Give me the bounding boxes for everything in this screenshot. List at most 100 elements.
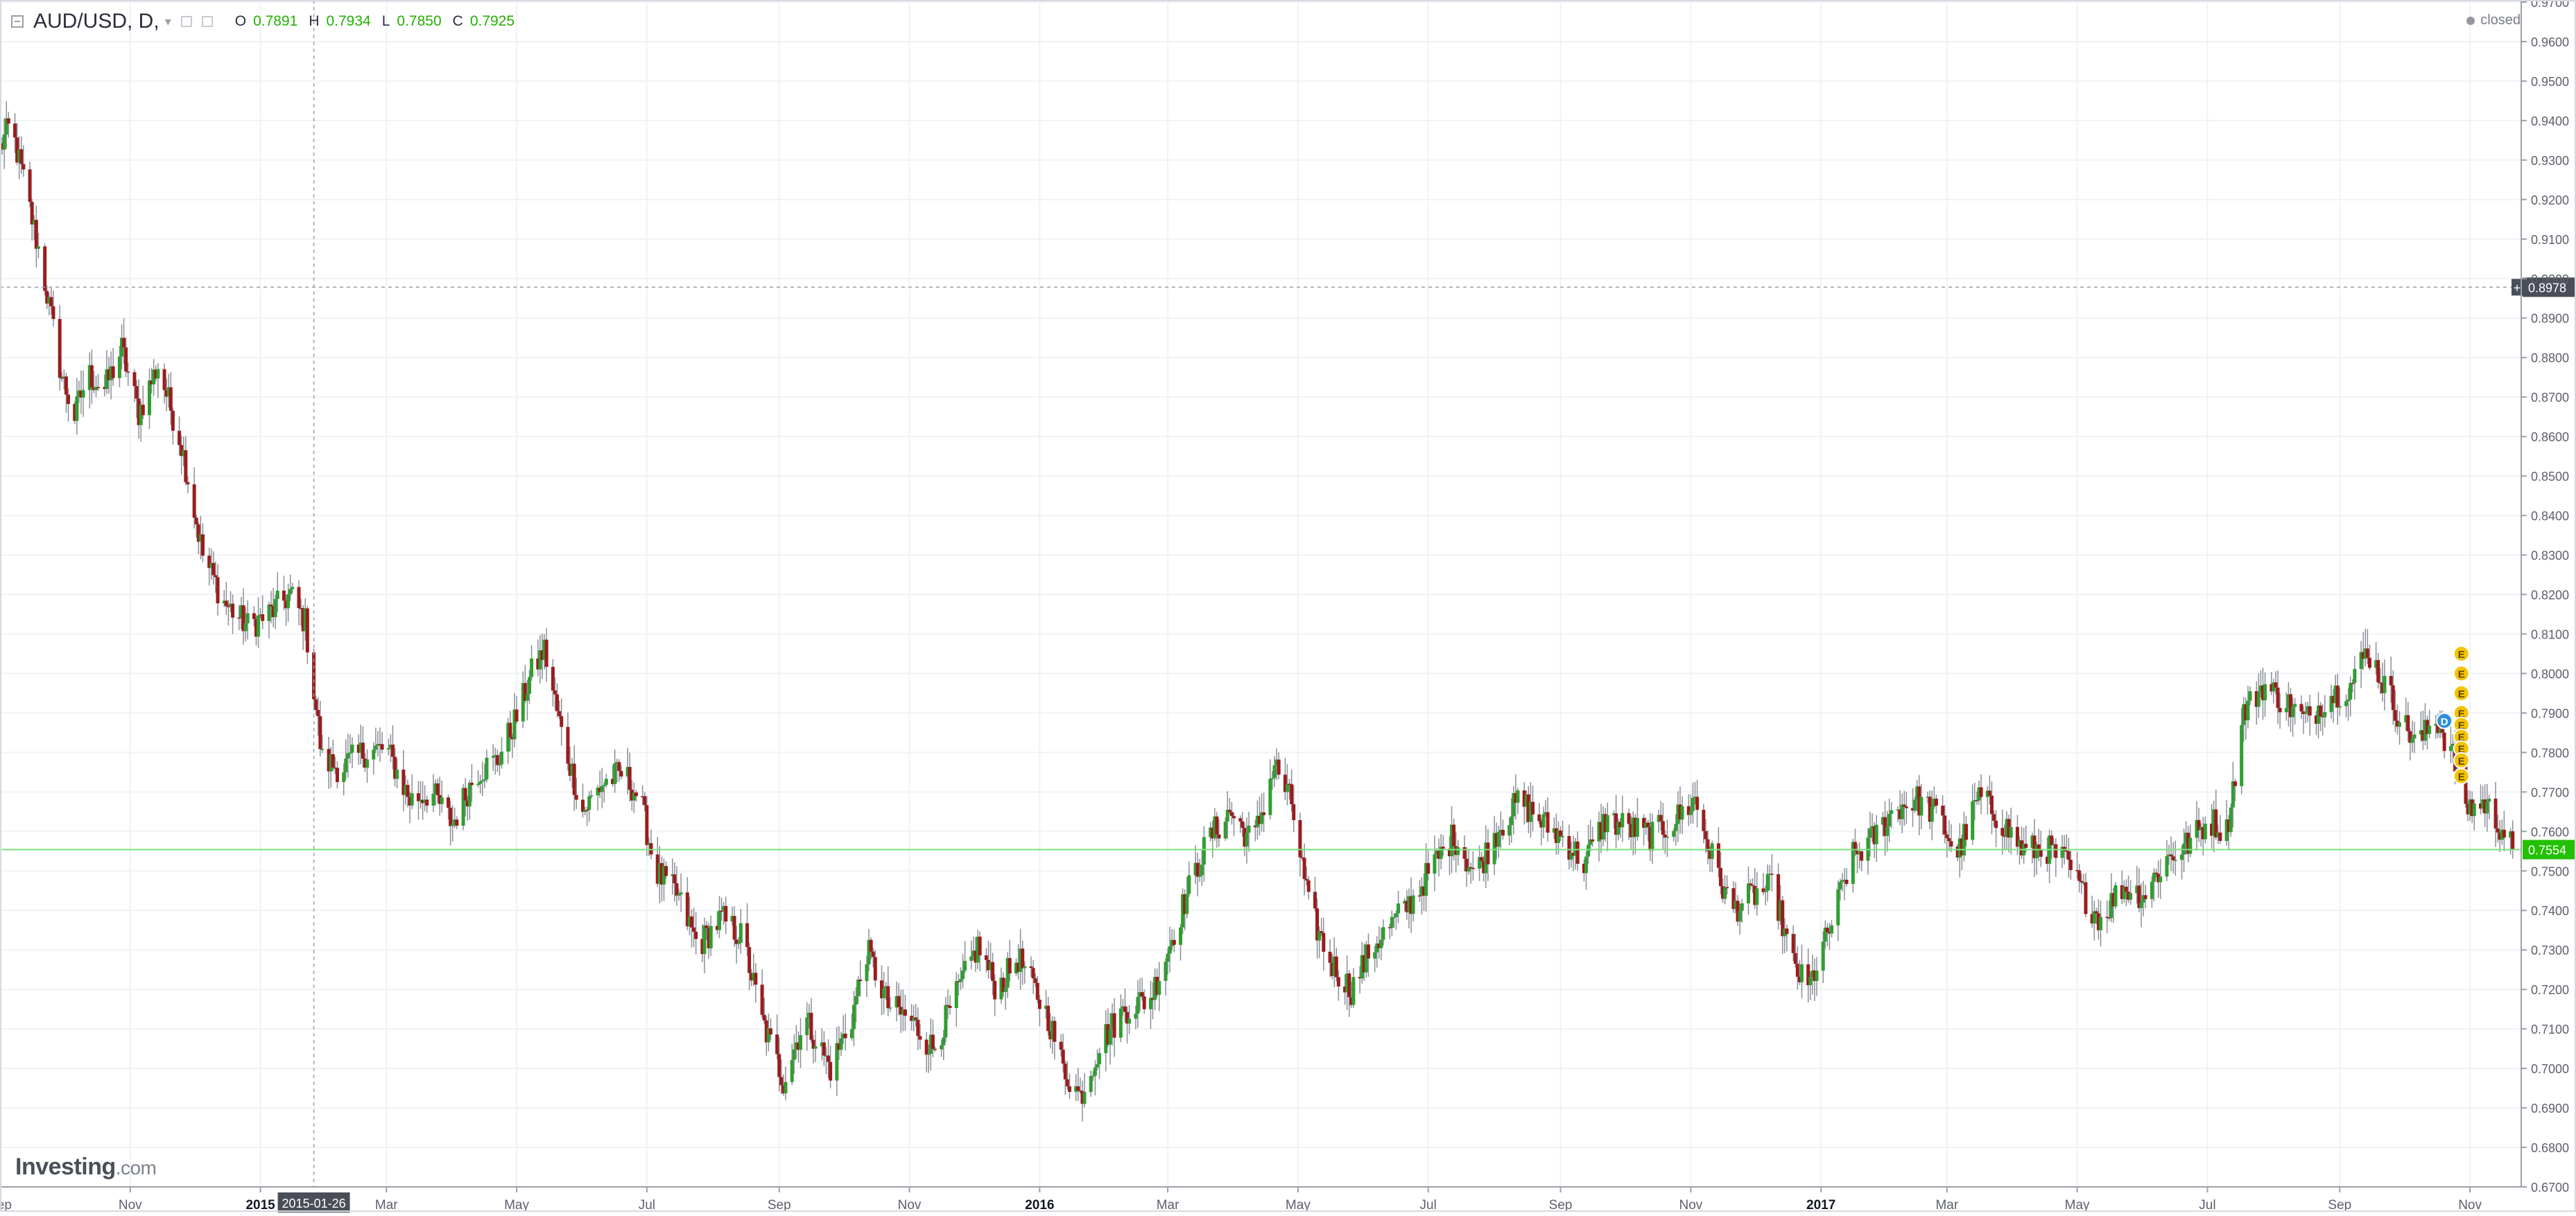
- candle-down: [408, 797, 412, 806]
- candle-up: [570, 763, 574, 776]
- candle-down: [1029, 966, 1033, 969]
- x-axis-tick-label: 2017: [1806, 1198, 1835, 1213]
- candle-down: [1791, 934, 1795, 953]
- candle-down: [781, 1085, 786, 1094]
- candle-up: [2203, 824, 2207, 840]
- candle-down: [192, 484, 196, 518]
- candle-down: [2406, 715, 2410, 731]
- candle-down: [2084, 882, 2088, 914]
- candle-up: [1868, 828, 1872, 838]
- candle-up: [1584, 856, 1589, 874]
- candle-down: [1827, 932, 1831, 934]
- candle-up: [423, 799, 427, 804]
- candle-up: [1672, 831, 1676, 837]
- candle-up: [2359, 652, 2363, 669]
- candle-down: [2278, 708, 2282, 713]
- candle-up: [2353, 668, 2357, 684]
- candle-up: [615, 762, 619, 763]
- candle-down: [540, 650, 544, 660]
- candle-down: [425, 799, 429, 806]
- candle-down: [455, 819, 459, 826]
- investing-logo[interactable]: Investing.com: [15, 1154, 157, 1181]
- chevron-down-icon[interactable]: ▾: [164, 14, 171, 28]
- candle-up: [2256, 692, 2261, 707]
- hide-series-icon[interactable]: [180, 16, 192, 27]
- candle-up: [431, 793, 435, 806]
- candle-up: [912, 1017, 916, 1021]
- candle-up: [1433, 854, 1437, 874]
- candle-down: [2107, 917, 2111, 919]
- candle-down: [2171, 856, 2175, 860]
- candle-down: [465, 800, 469, 807]
- candle-down: [1426, 862, 1430, 874]
- candle-down: [1934, 799, 1938, 806]
- candle-down: [421, 799, 425, 804]
- candle-down: [580, 799, 585, 813]
- candle-down: [137, 398, 141, 426]
- candle-up: [87, 365, 92, 390]
- candle-down: [2037, 844, 2041, 849]
- candle-up: [940, 1045, 944, 1050]
- candle-down: [254, 618, 258, 637]
- candle-up: [1074, 1086, 1078, 1092]
- candle-down: [2470, 799, 2474, 817]
- y-axis-tick-label: 0.7900: [2531, 706, 2569, 720]
- candle-down: [557, 711, 562, 717]
- candle-down: [2007, 819, 2011, 838]
- candle-up: [602, 785, 606, 786]
- candle-down: [1008, 957, 1012, 974]
- candle-up: [1148, 998, 1152, 1009]
- candle-down: [956, 981, 960, 982]
- candle-up: [2293, 704, 2297, 707]
- candle-up: [662, 866, 666, 885]
- candle-down: [1065, 1079, 1069, 1086]
- candle-down: [568, 763, 572, 776]
- candle-down: [1215, 816, 1219, 835]
- candle-down: [1112, 1013, 1116, 1038]
- candle-up: [320, 749, 325, 750]
- candle-up: [1601, 814, 1605, 840]
- candle-down: [1678, 804, 1682, 820]
- candle-down: [124, 347, 128, 372]
- collapse-legend-icon[interactable]: [11, 15, 24, 28]
- candle-down: [1343, 986, 1347, 993]
- candle-down: [611, 779, 615, 784]
- candle-down: [630, 790, 634, 801]
- candle-down: [2064, 851, 2068, 852]
- candle-up: [1187, 875, 1191, 894]
- candle-up: [961, 971, 965, 980]
- candle-down: [2376, 660, 2380, 683]
- candle-up: [358, 742, 363, 753]
- candle-down: [1292, 804, 1296, 821]
- candle-down: [2227, 819, 2231, 833]
- y-axis-tick-label: 0.6900: [2531, 1102, 2569, 1115]
- candle-down: [1328, 951, 1332, 963]
- candle-up: [485, 758, 489, 780]
- candle-down: [978, 937, 982, 956]
- candle-down: [916, 1019, 920, 1036]
- candle-up: [1005, 957, 1010, 988]
- candle-down: [1253, 825, 1257, 828]
- candle-up: [1620, 813, 1625, 828]
- candle-down: [555, 694, 560, 711]
- candle-down: [438, 794, 442, 804]
- candle-down: [655, 854, 659, 884]
- candle-up: [1424, 862, 1428, 896]
- candle-down: [1731, 888, 1736, 910]
- candle-up: [799, 1035, 803, 1050]
- symbol-label[interactable]: AUD/USD, D,: [33, 10, 159, 33]
- x-axis-tick-label: Jul: [2199, 1198, 2215, 1213]
- candle-down: [933, 1048, 937, 1050]
- candle-down: [704, 925, 709, 928]
- series-settings-icon[interactable]: [201, 16, 213, 27]
- event-marker-label: E: [2458, 744, 2465, 756]
- candle-down: [843, 1034, 847, 1039]
- candle-down: [1603, 814, 1607, 833]
- candle-up: [976, 937, 980, 963]
- candle-up: [1512, 792, 1516, 817]
- candle-up: [784, 1082, 788, 1094]
- candle-up: [1836, 889, 1840, 926]
